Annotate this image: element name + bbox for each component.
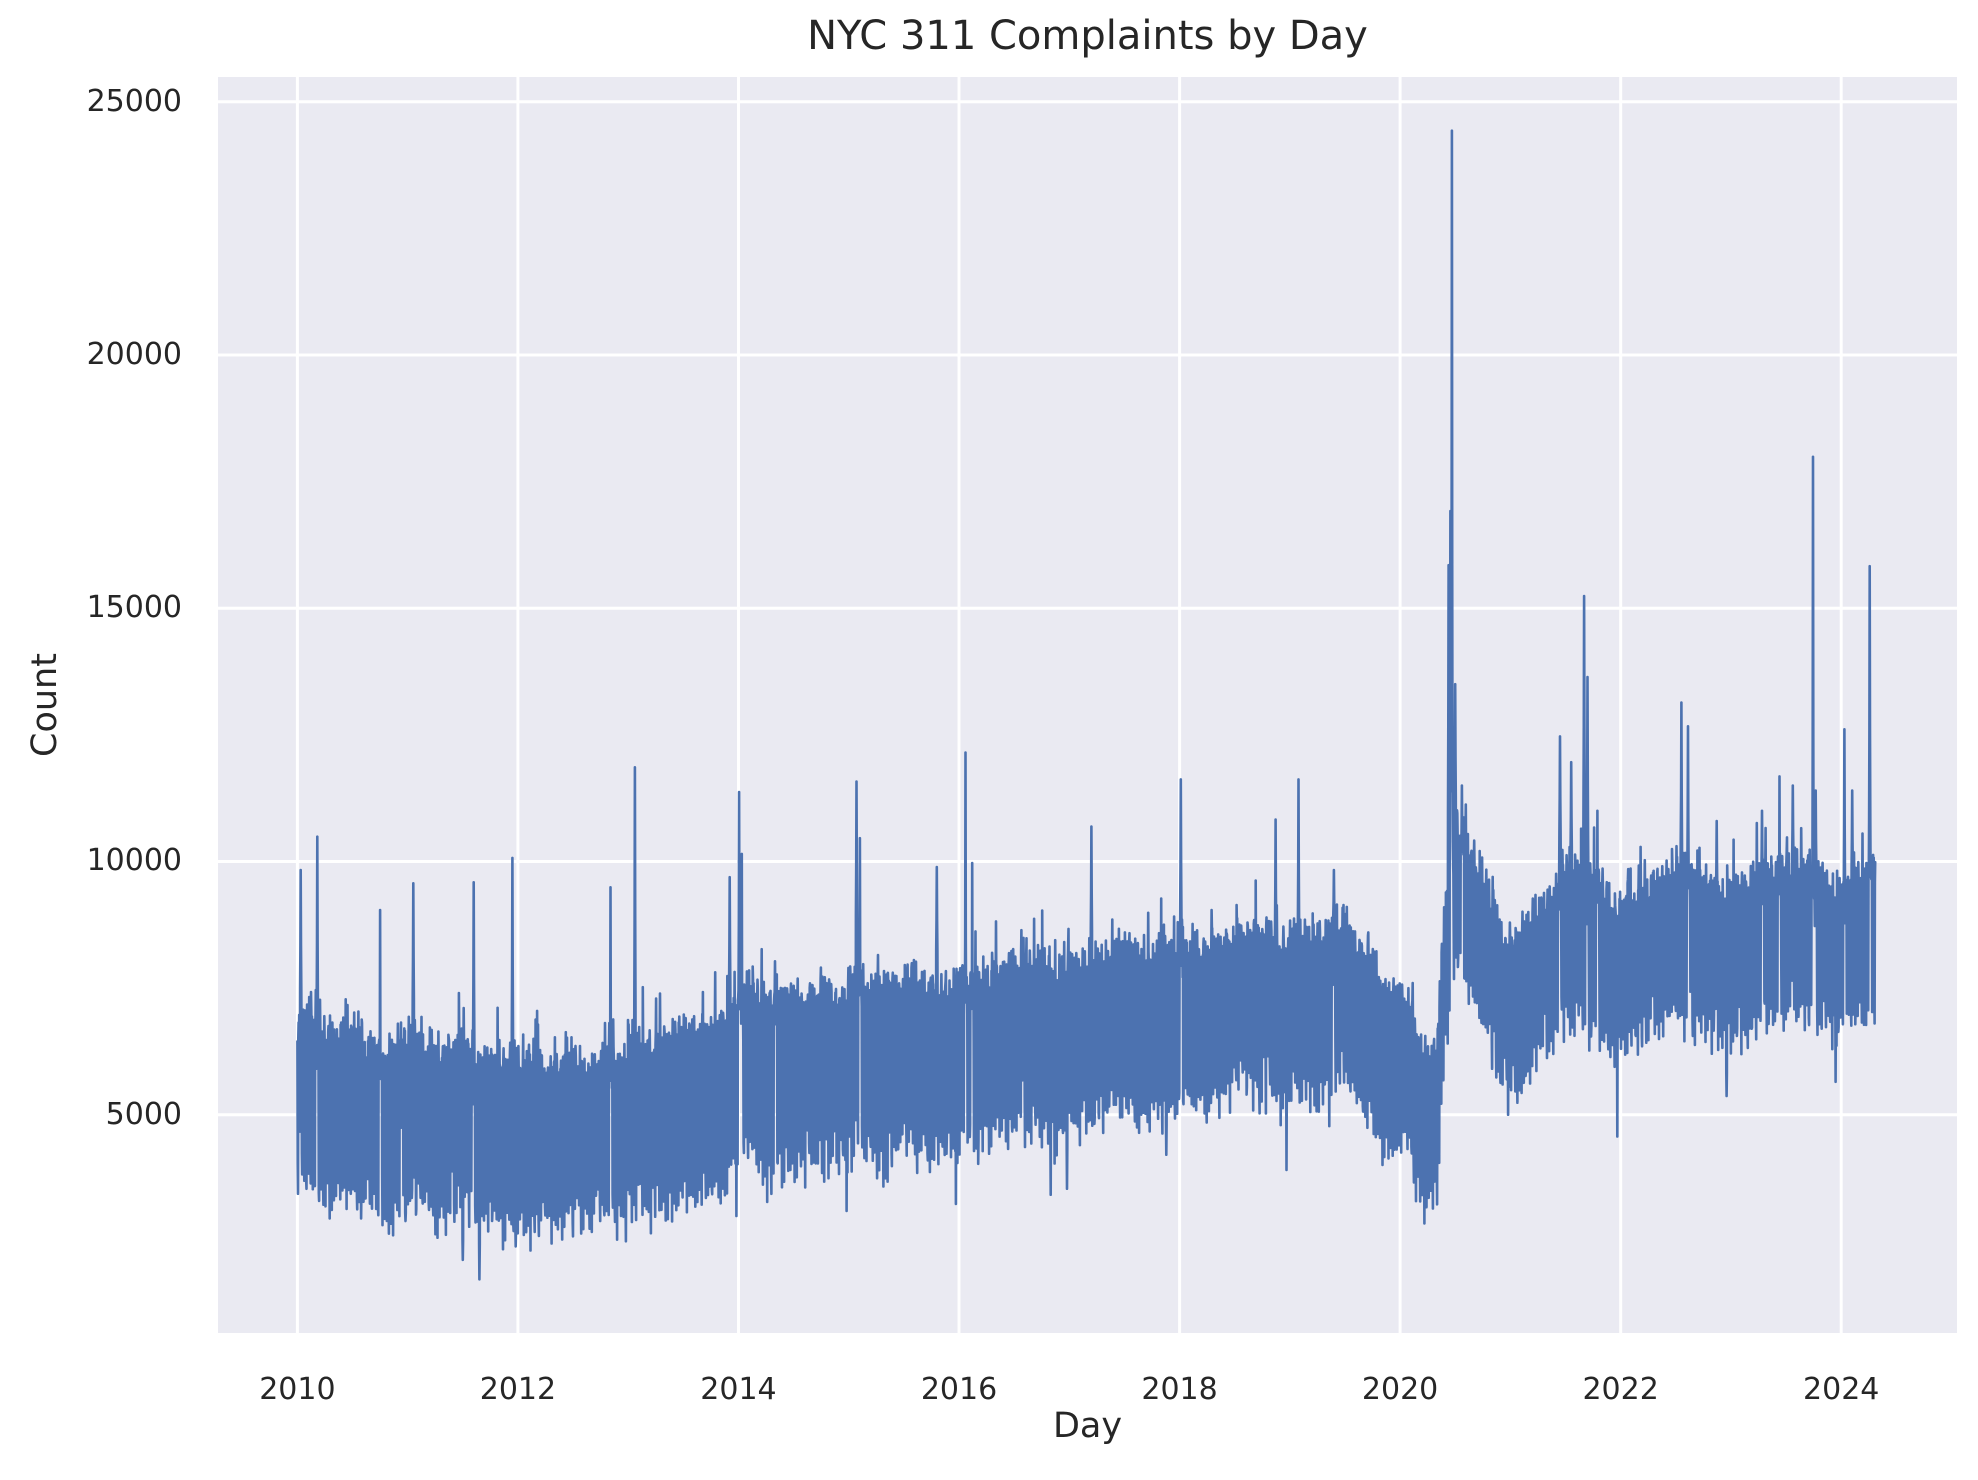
x-axis-label: Day [1052, 1406, 1123, 1446]
x-tick-label: 2020 [1361, 1372, 1439, 1407]
x-tick-label: 2018 [1141, 1372, 1218, 1407]
x-tick-label: 2016 [920, 1372, 998, 1407]
x-tick-label: 2014 [700, 1372, 777, 1407]
complaints-line-series [296, 129, 1877, 1281]
x-tick-label: 2010 [259, 1372, 336, 1407]
chart-title: NYC 311 Complaints by Day [807, 13, 1368, 59]
y-axis-tick-labels: 5000 10000 15000 20000 25000 [0, 0, 182, 1480]
y-tick-label: 10000 [86, 843, 182, 879]
y-tick-label: 15000 [86, 590, 182, 626]
x-tick-label: 2024 [1803, 1372, 1880, 1407]
x-tick-label: 2012 [479, 1372, 557, 1407]
x-tick-label: 2022 [1582, 1372, 1659, 1407]
y-tick-label: 25000 [86, 83, 182, 119]
y-tick-label: 5000 [105, 1096, 182, 1132]
y-tick-label: 20000 [86, 337, 182, 373]
